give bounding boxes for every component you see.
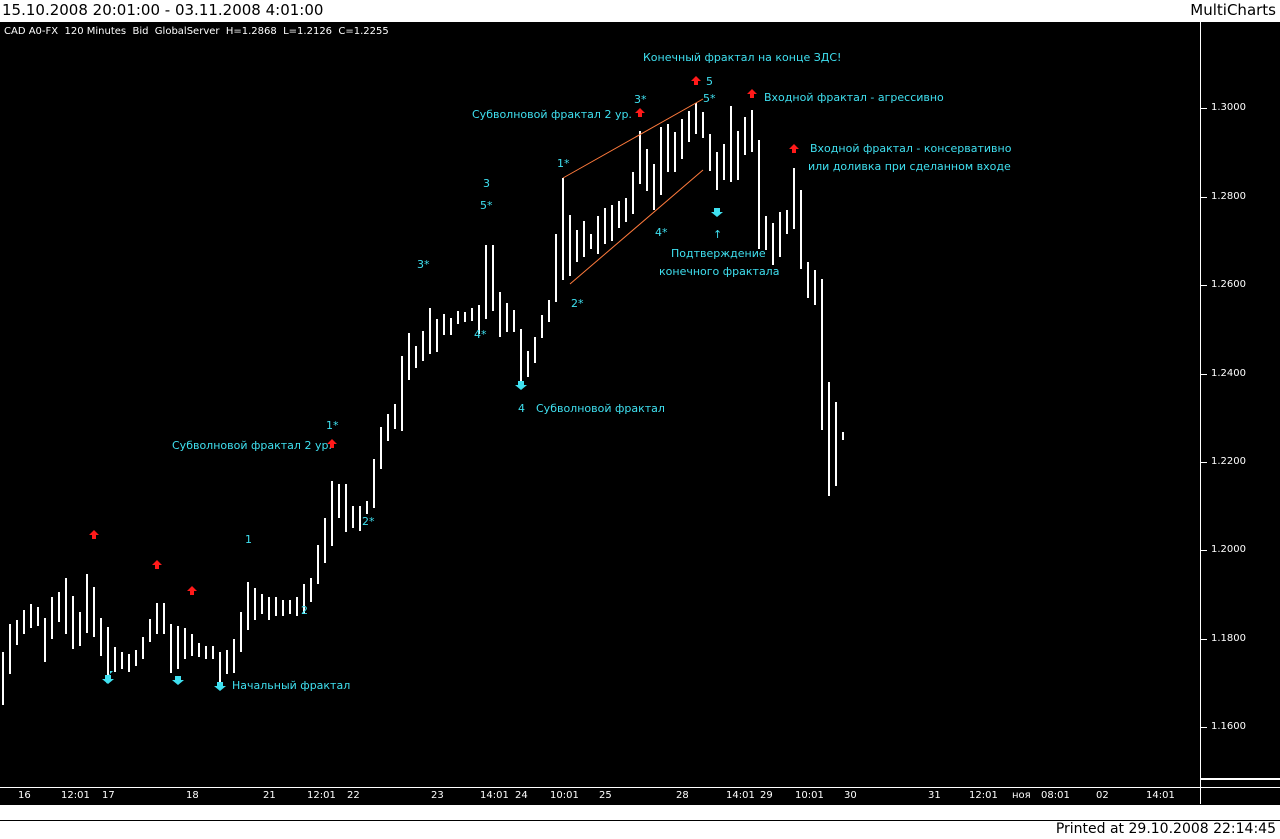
time-axis[interactable]: 16 12:01 17 18 21 12:01 22 23 14:01 24 1… xyxy=(0,787,1200,804)
annotation-initial-fractal: Начальный фрактал xyxy=(232,679,351,692)
print-footer: Printed at 29.10.2008 22:14:45 xyxy=(0,820,1280,839)
price-tick: 1.2600 xyxy=(1201,279,1246,290)
annotation-confirm-line1: Подтверждение xyxy=(671,247,766,260)
time-tick: 31 xyxy=(928,790,941,801)
time-tick: 08:01 xyxy=(1041,790,1070,801)
time-tick: 18 xyxy=(186,790,199,801)
date-range-title: 15.10.2008 20:01:00 - 03.11.2008 4:01:00 xyxy=(2,1,324,19)
wave-label-3-star: 3* xyxy=(417,258,430,271)
time-tick: 12:01 xyxy=(969,790,998,801)
wave-label-2: 2 xyxy=(301,604,308,617)
wave-label-2-star-top: 2* xyxy=(571,297,584,310)
time-tick: ноя xyxy=(1012,790,1031,801)
down-fractal-arrows xyxy=(102,208,723,691)
price-tick: 1.2400 xyxy=(1201,368,1246,379)
wave-label-5-star: 5* xyxy=(480,199,493,212)
price-tick: 1.3000 xyxy=(1201,102,1246,113)
status-band xyxy=(0,804,1280,820)
annotation-entry-aggressive: Входной фрактал - агрессивно xyxy=(764,91,944,104)
app-brand: MultiCharts xyxy=(1190,1,1276,19)
price-tick: 1.2000 xyxy=(1201,544,1246,555)
wave-label-2-star: 2* xyxy=(362,515,375,528)
time-tick: 28 xyxy=(676,790,689,801)
price-tick: 1.1600 xyxy=(1201,721,1246,732)
annotation-subwave-2-bottom: Субволновой фрактал 2 ур. xyxy=(172,439,332,452)
price-axis-scroll-marker xyxy=(1201,778,1280,780)
annotation-confirm-arrow: ↑ xyxy=(713,228,723,241)
annotation-entry-conservative-line1: Входной фрактал - консервативно xyxy=(810,142,1012,155)
time-tick: 12:01 xyxy=(307,790,336,801)
time-tick: 16 xyxy=(18,790,31,801)
annotation-subwave-2-top: Субволновой фрактал 2 ур. xyxy=(472,108,632,121)
wave-label-1-star: 1* xyxy=(326,419,339,432)
wave-label-4-star: 4* xyxy=(474,328,487,341)
price-tick: 1.1800 xyxy=(1201,633,1246,644)
wave-label-5-star-top: 5* xyxy=(703,92,716,105)
time-tick: 23 xyxy=(431,790,444,801)
time-tick: 25 xyxy=(599,790,612,801)
up-fractal-arrows xyxy=(89,76,799,595)
time-tick: 17 xyxy=(102,790,115,801)
wave-label-5: 5 xyxy=(706,75,713,88)
price-tick: 1.2800 xyxy=(1201,191,1246,202)
channel-lines xyxy=(562,98,704,285)
time-tick: 24 xyxy=(515,790,528,801)
time-tick: 29 xyxy=(760,790,773,801)
time-tick: 22 xyxy=(347,790,360,801)
price-axis[interactable]: 1.3000 1.2800 1.2600 1.2400 1.2200 1.200… xyxy=(1200,22,1280,787)
wave-label-3-star-top: 3* xyxy=(634,93,647,106)
printed-timestamp: Printed at 29.10.2008 22:14:45 xyxy=(1055,821,1276,837)
time-tick: 21 xyxy=(263,790,276,801)
wave-label-1-star-top: 1* xyxy=(557,157,570,170)
annotation-final-fractal: Конечный фрактал на конце ЗДС! xyxy=(643,51,842,64)
annotation-subwave: Субволновой фрактал xyxy=(536,402,665,415)
time-tick: 14:01 xyxy=(1146,790,1175,801)
time-tick: 10:01 xyxy=(795,790,824,801)
wave-label-4-star-top: 4* xyxy=(655,226,668,239)
price-bars xyxy=(2,103,844,705)
annotation-entry-conservative-line2: или доливка при сделанном входе xyxy=(808,160,1011,173)
time-tick: 30 xyxy=(844,790,857,801)
time-tick: 10:01 xyxy=(550,790,579,801)
wave-label-4: 4 xyxy=(518,402,525,415)
wave-label-3: 3 xyxy=(483,177,490,190)
time-tick: 14:01 xyxy=(480,790,509,801)
price-bars-svg xyxy=(2,76,844,705)
annotation-confirm-line2: конечного фрактала xyxy=(659,265,780,278)
time-tick: 12:01 xyxy=(61,790,90,801)
time-tick: 14:01 xyxy=(726,790,755,801)
window-title-bar: 15.10.2008 20:01:00 - 03.11.2008 4:01:00… xyxy=(0,0,1280,23)
price-tick: 1.2200 xyxy=(1201,456,1246,467)
time-tick: 02 xyxy=(1096,790,1109,801)
wave-label-1: 1 xyxy=(245,533,252,546)
chart-plot-area[interactable]: CAD A0-FX 120 Minutes Bid GlobalServer H… xyxy=(0,22,1200,787)
symbol-info-line: CAD A0-FX 120 Minutes Bid GlobalServer H… xyxy=(4,26,389,37)
axis-corner xyxy=(1200,787,1280,804)
